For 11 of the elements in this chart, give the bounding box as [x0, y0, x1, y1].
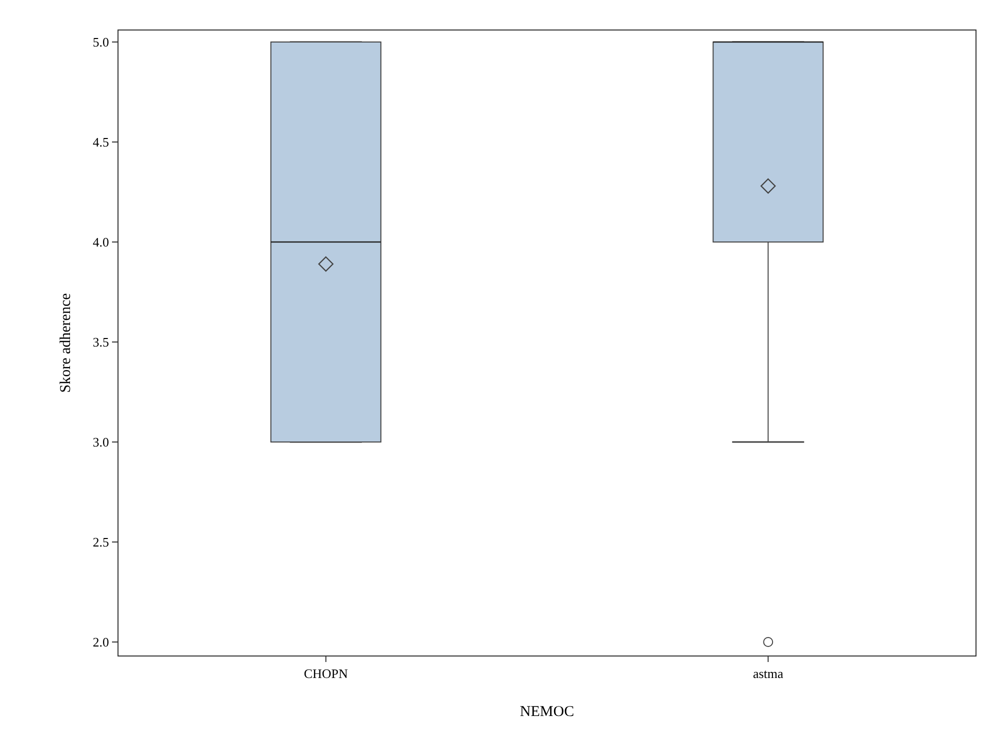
y-tick-label: 2.5 — [92, 534, 109, 550]
y-tick-label: 2.0 — [92, 634, 109, 650]
y-tick-label: 4.0 — [92, 234, 109, 250]
x-axis-title: NEMOC — [520, 704, 574, 720]
x-tick-label: CHOPN — [304, 666, 349, 681]
y-tick-label: 4.5 — [92, 134, 109, 150]
y-tick-label: 3.5 — [92, 334, 109, 350]
y-axis-title: Skore adherence — [58, 292, 74, 393]
y-tick-label: 5.0 — [92, 34, 109, 50]
y-tick-label: 3.0 — [92, 434, 109, 450]
x-tick-label: astma — [752, 666, 784, 681]
